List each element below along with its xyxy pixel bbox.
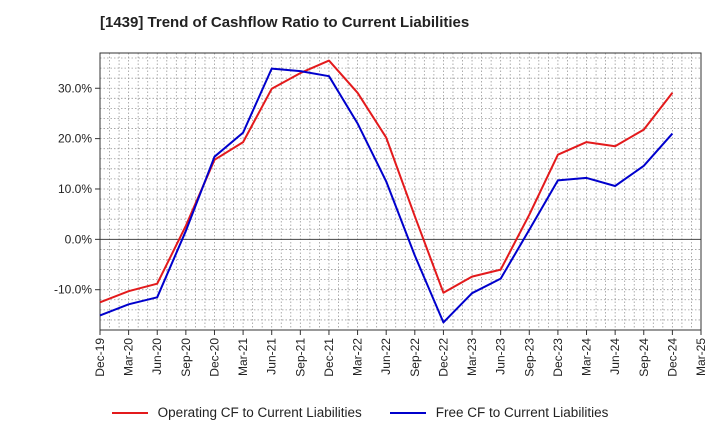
legend: Operating CF to Current Liabilities Free… — [0, 405, 720, 420]
x-tick-label: Jun-24 — [608, 338, 622, 375]
x-tick-label: Dec-20 — [207, 338, 221, 377]
x-tick-label: Sep-22 — [408, 338, 422, 377]
series-lines — [99, 59, 674, 324]
x-tick-label: Mar-21 — [236, 338, 250, 376]
plot-area — [100, 53, 701, 330]
x-tick-label: Mar-22 — [351, 338, 365, 376]
x-tick-label: Mar-24 — [580, 338, 594, 376]
x-tick-label: Jun-21 — [265, 338, 279, 375]
legend-label-free-cf: Free CF to Current Liabilities — [435, 405, 609, 420]
y-tick-label: 20.0% — [58, 132, 92, 146]
x-tick-label: Dec-22 — [436, 338, 450, 377]
x-tick-label: Jun-23 — [494, 338, 508, 375]
legend-item-operating-cf: Operating CF to Current Liabilities — [111, 405, 362, 420]
x-tick-label: Sep-20 — [179, 338, 193, 377]
x-tick-label: Mar-20 — [122, 338, 136, 376]
chart-title: [1439] Trend of Cashflow Ratio to Curren… — [100, 14, 470, 31]
x-tick-label: Jun-20 — [150, 338, 164, 375]
y-tick-label: 30.0% — [58, 81, 92, 95]
grid-lines — [100, 53, 701, 331]
plot-frame — [99, 52, 702, 331]
x-tick-label: Sep-23 — [522, 338, 536, 377]
legend-item-free-cf: Free CF to Current Liabilities — [389, 405, 609, 420]
y-tick-label: -10.0% — [54, 283, 92, 297]
legend-swatch-free-cf — [389, 411, 426, 414]
x-tick-label: Jun-22 — [379, 338, 393, 375]
y-tick-label: 10.0% — [58, 182, 92, 196]
x-tick-label: Sep-24 — [637, 338, 651, 377]
x-tick-label: Dec-23 — [551, 338, 565, 377]
x-tick-label: Dec-24 — [665, 338, 679, 377]
x-tick-labels: Dec-19 Mar-20 Jun-20 Sep-20 Dec-20 Mar-21 Jun-… — [93, 338, 708, 377]
x-tick-label: Sep-21 — [293, 338, 307, 377]
y-tick-labels: -10.0% 0.0% 10.0% 20.0% 30.0% — [54, 81, 92, 296]
x-tick-label: Mar-23 — [465, 338, 479, 376]
legend-label-operating-cf: Operating CF to Current Liabilities — [157, 405, 362, 420]
x-tick-label: Dec-19 — [93, 338, 107, 377]
axes — [95, 52, 702, 335]
series-line-free-cf — [99, 67, 674, 324]
x-tick-label: Mar-25 — [694, 338, 708, 376]
x-tick-label: Dec-21 — [322, 338, 336, 377]
legend-swatch-operating-cf — [111, 411, 148, 414]
y-tick-label: 0.0% — [65, 232, 93, 246]
